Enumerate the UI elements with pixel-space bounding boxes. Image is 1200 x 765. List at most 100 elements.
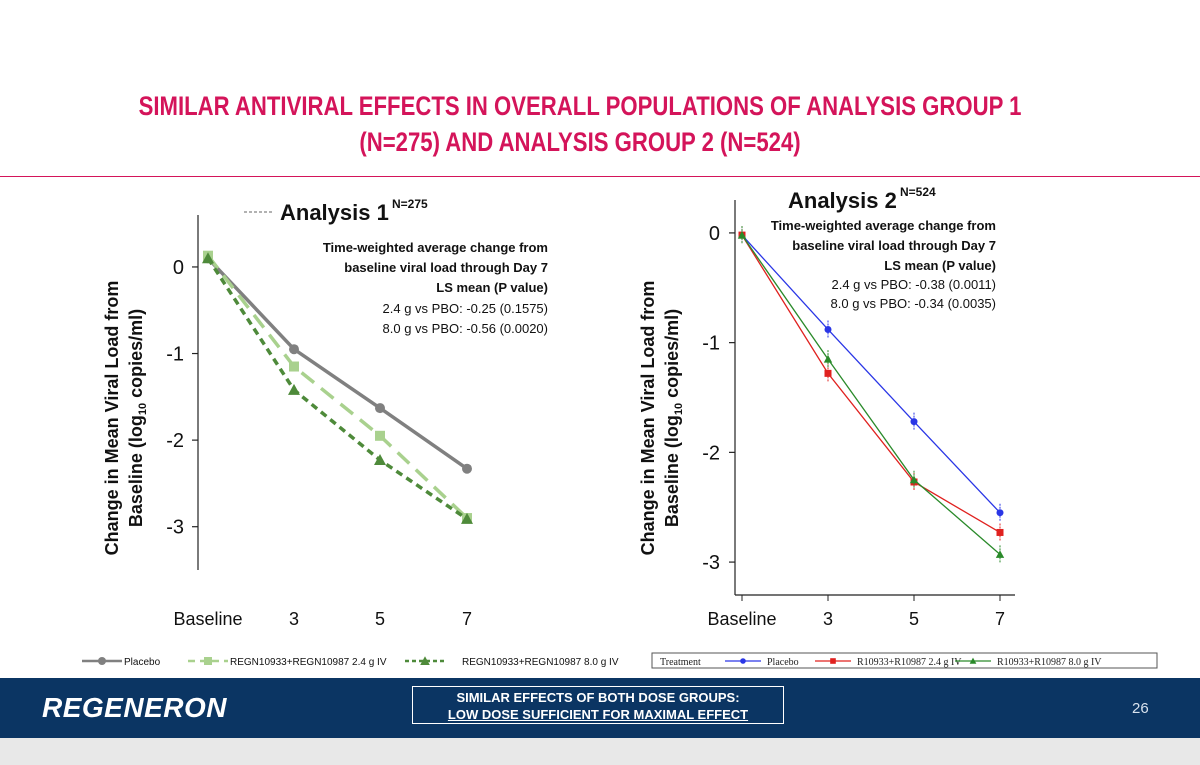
footer-bar bbox=[0, 678, 1200, 738]
regeneron-logo: REGENERON bbox=[42, 692, 227, 723]
chart2-ylabel-line2-head: Baseline (log bbox=[662, 415, 682, 527]
chart1-legend-label: REGN10933+REGN10987 2.4 g IV bbox=[230, 657, 387, 668]
chart2-ylabel-line1: Change in Mean Viral Load from bbox=[638, 281, 658, 556]
chart2-legend-swatch-square bbox=[830, 658, 836, 664]
chart1-title-superscript: N=275 bbox=[392, 197, 428, 211]
chart1-point-circle bbox=[462, 463, 472, 474]
chart1-annotation-line4: 2.4 g vs PBO: -0.25 (0.1575) bbox=[383, 301, 548, 316]
chart2-title: Analysis 2 bbox=[788, 188, 897, 213]
chart1-annotation-line5: 8.0 g vs PBO: -0.56 (0.0020) bbox=[383, 321, 548, 336]
chart1-series-line-circle bbox=[206, 257, 469, 471]
chart2-legend-swatch-circle bbox=[740, 658, 746, 664]
chart2-annotation-line1: Time-weighted average change from bbox=[771, 218, 996, 233]
chart1-ylabel-tail: copies/ml) bbox=[126, 309, 146, 403]
chart2-legend-items: Placebo R10933+R10987 2.4 g IV R10933+R109… bbox=[725, 657, 1102, 668]
chart1-ylabel-line2: Baseline (log10 copies/ml) bbox=[126, 309, 149, 527]
chart2-y-tick-label: 0 bbox=[709, 223, 720, 245]
chart1-series bbox=[202, 250, 473, 524]
chart2-y-tick-label: -1 bbox=[702, 333, 720, 355]
chart2-series bbox=[737, 226, 1005, 564]
chart1-legend-label: Placebo bbox=[124, 657, 161, 668]
chart1-point-triangle bbox=[374, 454, 386, 466]
chart1-point-square bbox=[289, 361, 299, 372]
chart2-legend-box bbox=[651, 652, 1158, 669]
chart2-title-superscript: N=524 bbox=[900, 185, 936, 199]
chart1-series-line-triangle bbox=[206, 257, 468, 521]
chart1-annotation-line2: baseline viral load through Day 7 bbox=[344, 260, 548, 275]
chart2-legend-title: Treatment bbox=[660, 657, 701, 668]
chart2-annotation-line4: 2.4 g vs PBO: -0.38 (0.0011) bbox=[831, 277, 996, 292]
chart2-axes: 0 -1 -2 -3 Baseline 3 5 7 bbox=[702, 200, 1015, 629]
chart1-annotation-line1: Time-weighted average change from bbox=[323, 240, 548, 255]
charts-canvas: Analysis 1 N=275 Time-weighted average c… bbox=[82, 185, 1158, 669]
chart1-x-tick-label: 5 bbox=[375, 609, 385, 629]
chart2-legend: Treatment Placebo R10933+R10987 2.4 g IV R… bbox=[651, 652, 1158, 669]
chart2-y-tick-label: -2 bbox=[702, 442, 720, 464]
chart1-legend-label: REGN10933+REGN10987 8.0 g IV bbox=[462, 657, 619, 668]
slide-title: SIMILAR ANTIVIRAL EFFECTS IN OVERALL POP… bbox=[104, 88, 1055, 160]
chart1-title: Analysis 1 bbox=[280, 200, 389, 225]
chart2-point-circle bbox=[910, 418, 918, 426]
slide-title-line2: (N=275) AND ANALYSIS GROUP 2 (N=524) bbox=[359, 127, 801, 157]
chart2-series-line-square bbox=[741, 234, 1001, 534]
chart2-ylabel-sub: 10 bbox=[673, 403, 685, 415]
chart1-annotation-line3: LS mean (P value) bbox=[436, 280, 548, 295]
chart1-legend-swatch-square bbox=[204, 657, 212, 665]
chart2-annotation: Time-weighted average change from baseli… bbox=[771, 218, 996, 311]
chart1-x-tick-label: 3 bbox=[289, 609, 299, 629]
chart1-point-triangle bbox=[461, 512, 473, 524]
chart1-legend: Placebo REGN10933+REGN10987 2.4 g IV REGN1… bbox=[82, 656, 619, 668]
chart1-y-tick-label: -2 bbox=[166, 430, 184, 452]
slide-title-line1: SIMILAR ANTIVIRAL EFFECTS IN OVERALL POP… bbox=[138, 91, 1022, 121]
chart2-ylabel: Change in Mean Viral Load from Baseline … bbox=[638, 281, 685, 556]
chart1-ylabel: Change in Mean Viral Load from Baseline … bbox=[102, 281, 149, 556]
chart1-point-circle bbox=[375, 403, 385, 414]
chart2-y-tick-label: -3 bbox=[702, 552, 720, 574]
chart1-point-triangle bbox=[288, 383, 300, 395]
chart2-series-line-triangle bbox=[741, 234, 1001, 555]
chart1-y-tick-label: -3 bbox=[166, 517, 184, 539]
chart2-ylabel-line2: Baseline (log10 copies/ml) bbox=[662, 309, 685, 527]
chart1-ylabel-line1: Change in Mean Viral Load from bbox=[102, 281, 122, 556]
chart2-x-tick-label: 5 bbox=[909, 609, 919, 629]
chart2-point-square bbox=[996, 528, 1004, 536]
chart2-legend-label: R10933+R10987 2.4 g IV bbox=[857, 657, 962, 668]
chart-analysis-1: Analysis 1 N=275 Time-weighted average c… bbox=[102, 197, 548, 629]
callout-line1: SIMILAR EFFECTS OF BOTH DOSE GROUPS: bbox=[456, 690, 740, 705]
chart2-point-triangle bbox=[823, 354, 833, 363]
chart2-annotation-line5: 8.0 g vs PBO: -0.34 (0.0035) bbox=[831, 296, 996, 311]
chart1-x-tick-label: 7 bbox=[462, 609, 472, 629]
chart2-x-tick-label: 3 bbox=[823, 609, 833, 629]
chart2-point-triangle bbox=[909, 475, 919, 484]
page-number: 26 bbox=[1132, 700, 1149, 717]
chart1-y-tick-label: 0 bbox=[173, 257, 184, 279]
chart2-series-line-circle bbox=[741, 234, 1001, 514]
chart1-point-circle bbox=[289, 344, 299, 355]
chart2-ylabel-tail: copies/ml) bbox=[662, 309, 682, 403]
chart1-y-tick-label: -1 bbox=[166, 344, 184, 366]
chart1-annotation: Time-weighted average change from baseli… bbox=[323, 240, 548, 336]
chart1-axes: 0 -1 -2 -3 Baseline 3 5 7 bbox=[166, 215, 472, 629]
chart1-ylabel-sub: 10 bbox=[137, 403, 149, 415]
chart2-legend-label: Placebo bbox=[767, 657, 799, 668]
title-divider bbox=[0, 176, 1200, 177]
footer-callout: SIMILAR EFFECTS OF BOTH DOSE GROUPS: LOW… bbox=[412, 686, 784, 724]
chart2-annotation-line2: baseline viral load through Day 7 bbox=[792, 238, 996, 253]
chart-analysis-2: Analysis 2 N=524 Time-weighted average c… bbox=[638, 185, 1015, 629]
chart1-point-square bbox=[375, 430, 385, 441]
chart2-point-triangle bbox=[995, 550, 1005, 558]
chart1-series-line-square bbox=[206, 254, 469, 520]
chart2-x-tick-label: Baseline bbox=[707, 609, 776, 629]
chart1-point-triangle bbox=[202, 252, 214, 264]
chart1-x-tick-label: Baseline bbox=[173, 609, 242, 629]
chart2-annotation-line3: LS mean (P value) bbox=[884, 258, 996, 273]
bottom-strip bbox=[0, 738, 1200, 765]
chart2-x-tick-label: 7 bbox=[995, 609, 1005, 629]
chart2-point-triangle bbox=[737, 230, 747, 239]
chart2-legend-label: R10933+R10987 8.0 g IV bbox=[997, 657, 1102, 668]
callout-line2: LOW DOSE SUFFICIENT FOR MAXIMAL EFFECT bbox=[447, 707, 749, 722]
chart2-point-circle bbox=[996, 509, 1004, 517]
chart1-legend-swatch-circle bbox=[98, 657, 106, 665]
chart1-legend-swatch-triangle bbox=[420, 656, 430, 665]
chart1-ylabel-line2-head: Baseline (log bbox=[126, 415, 146, 527]
